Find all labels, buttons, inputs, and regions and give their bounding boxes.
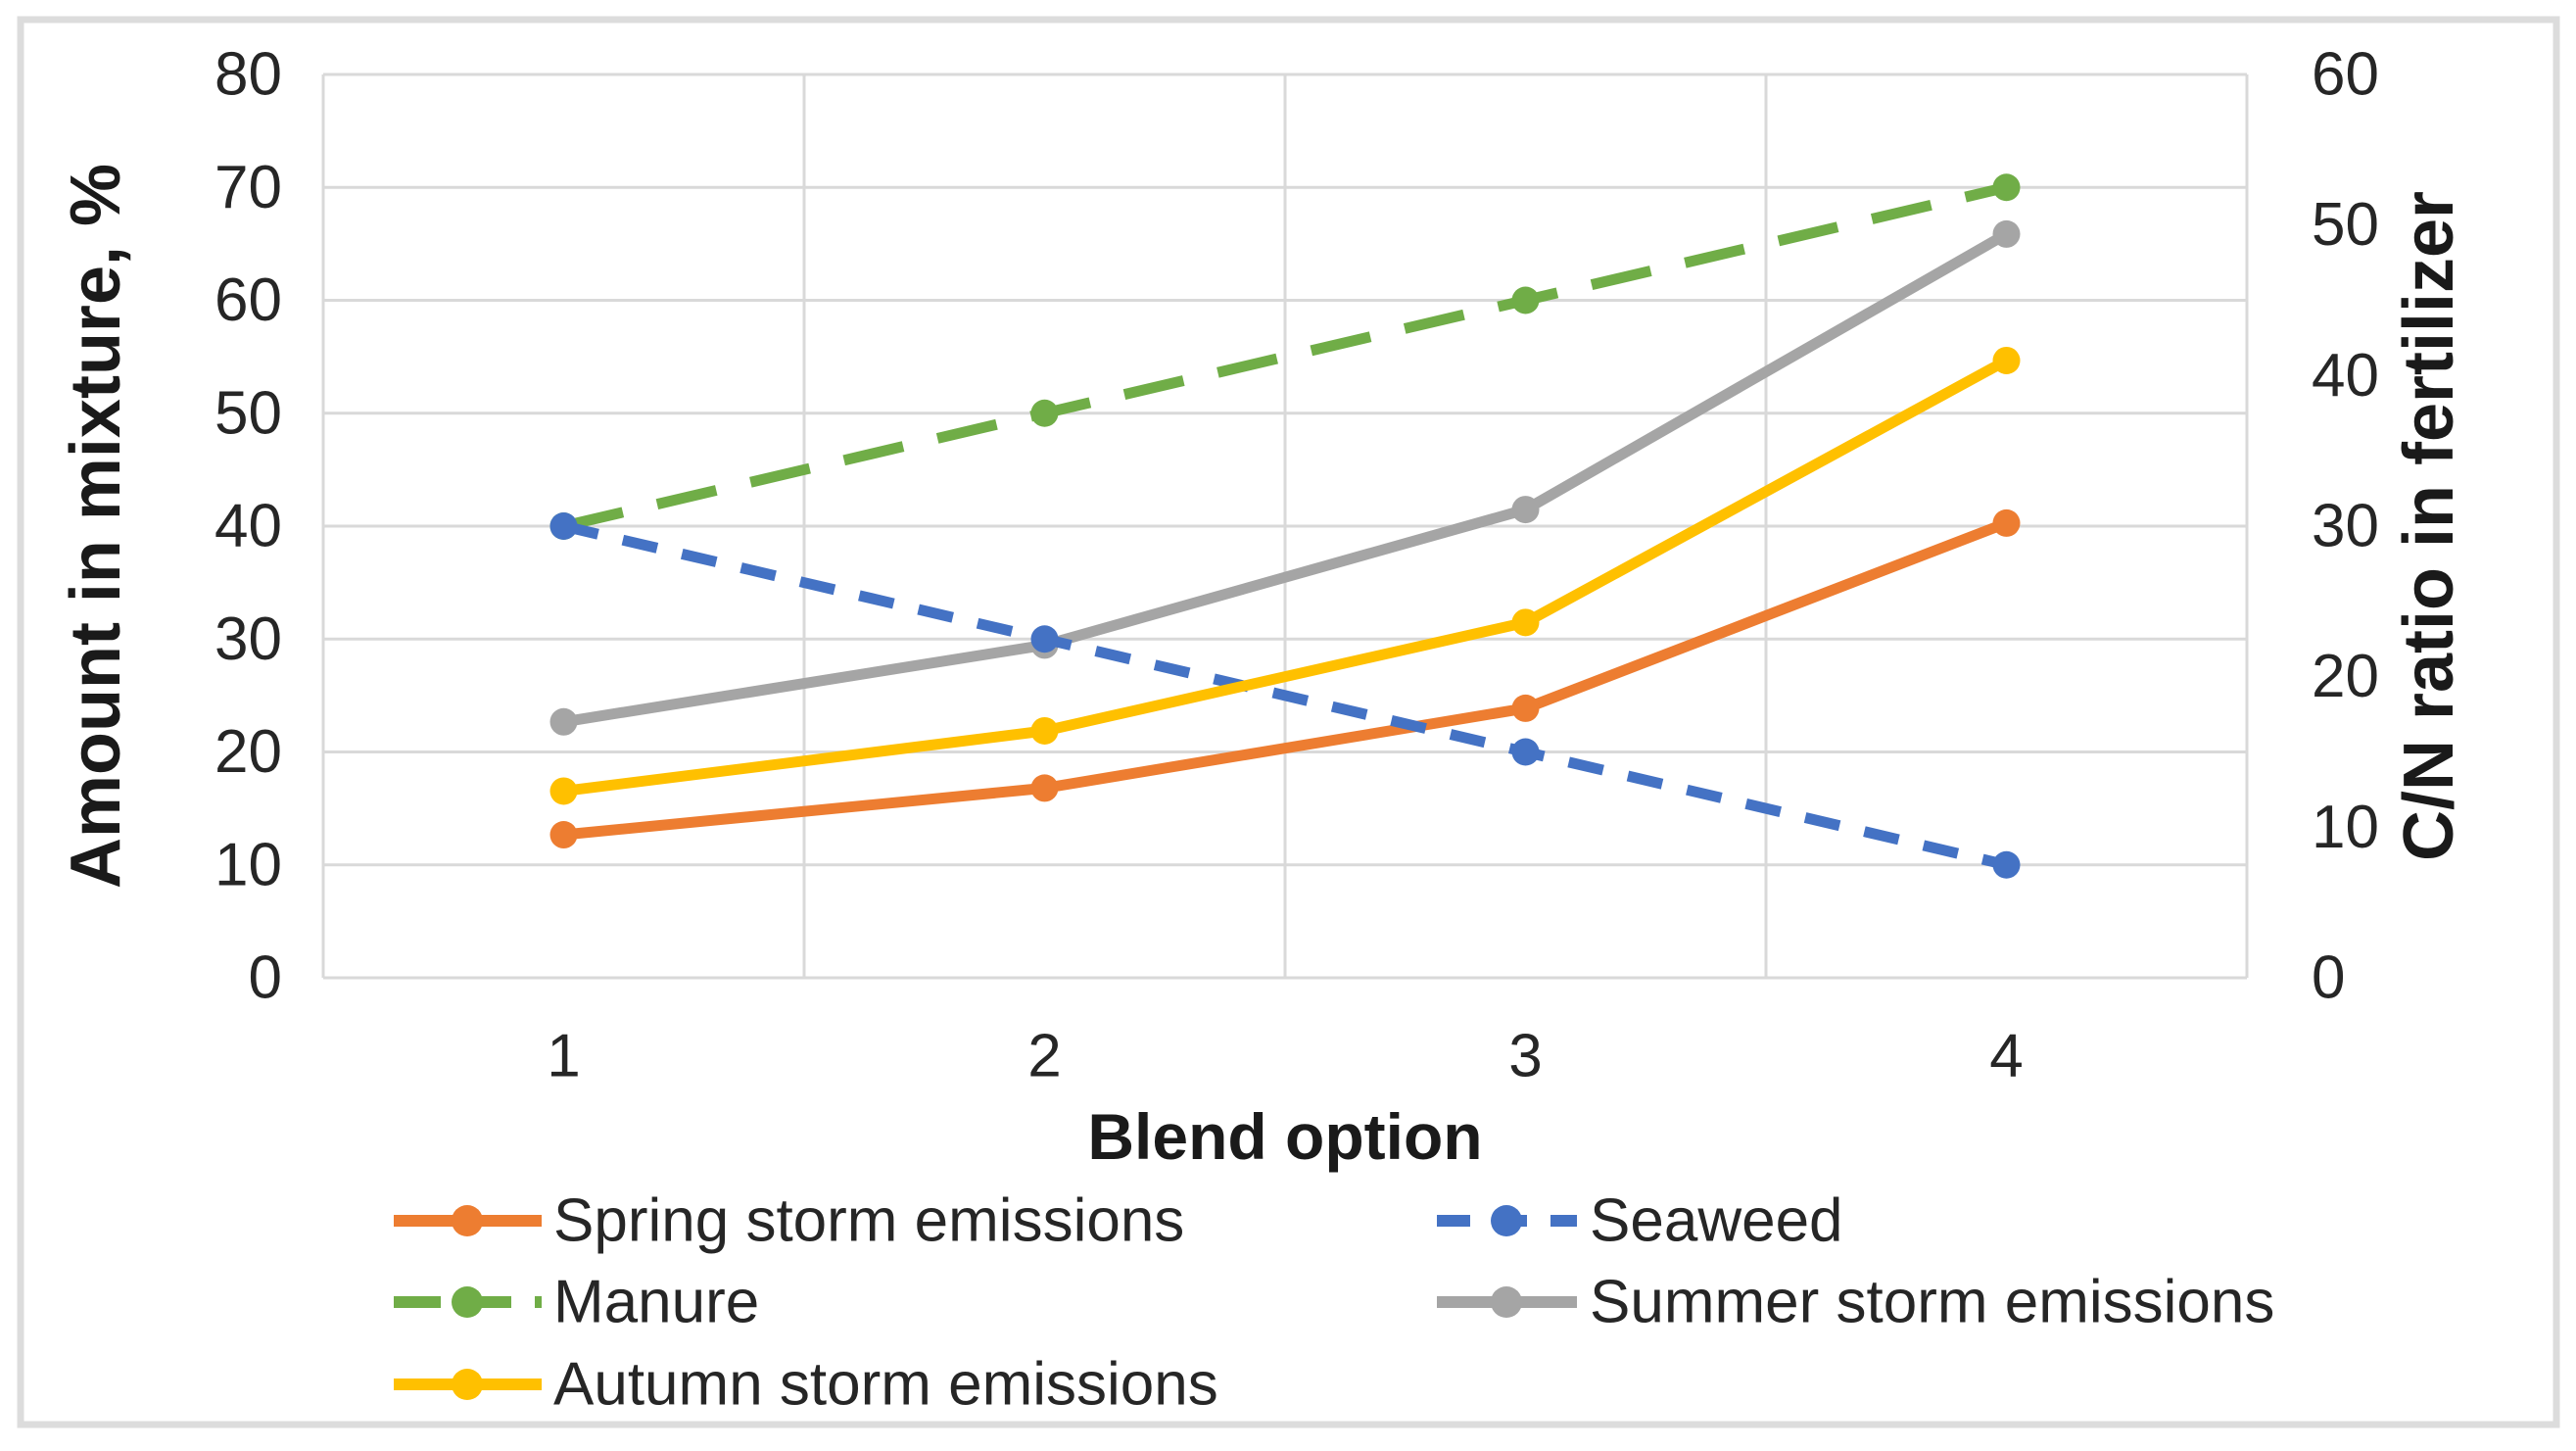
data-point-autumn-storm-emissions-4 bbox=[1992, 346, 2021, 374]
data-point-autumn-storm-emissions-1 bbox=[549, 777, 578, 805]
data-point-summer-storm-emissions-3 bbox=[1511, 496, 1540, 524]
legend-swatch-marker-autumn-storm-emissions bbox=[452, 1369, 483, 1400]
data-point-seaweed-1 bbox=[549, 512, 578, 540]
series-spring-storm-emissions bbox=[549, 508, 2021, 849]
tick-label-right-40: 40 bbox=[2312, 342, 2379, 410]
data-point-spring-storm-emissions-2 bbox=[1030, 774, 1059, 802]
data-point-spring-storm-emissions-4 bbox=[1992, 508, 2021, 537]
legend-item-summer-storm-emissions: Summer storm emissions bbox=[1437, 1269, 2274, 1336]
data-point-seaweed-4 bbox=[1992, 850, 2021, 879]
legend-label-seaweed: Seaweed bbox=[1590, 1187, 1843, 1255]
tick-label-left-50: 50 bbox=[215, 379, 282, 447]
data-point-summer-storm-emissions-4 bbox=[1992, 219, 2021, 248]
tick-label-right-10: 10 bbox=[2312, 794, 2379, 861]
x-category-label-3: 3 bbox=[1508, 1023, 1542, 1090]
data-point-manure-4 bbox=[1992, 173, 2021, 202]
chart-generated-layer: 80 70 60 50 40 30 20 10 0 60 50 40 30 20 10 0 1 2 3 4 Spring… bbox=[17, 16, 2560, 1428]
tick-label-left-70: 70 bbox=[215, 154, 282, 221]
tick-label-left-0: 0 bbox=[249, 944, 282, 1012]
tick-label-left-10: 10 bbox=[215, 831, 282, 898]
legend-label-autumn-storm-emissions: Autumn storm emissions bbox=[553, 1351, 1218, 1419]
legend-swatch-marker-spring-storm-emissions bbox=[452, 1205, 483, 1236]
legend-label-spring-storm-emissions: Spring storm emissions bbox=[553, 1187, 1184, 1255]
x-category-label-1: 1 bbox=[547, 1023, 580, 1090]
series-line-manure bbox=[562, 181, 2008, 532]
data-point-summer-storm-emissions-1 bbox=[549, 707, 578, 736]
series-line-spring-storm-emissions bbox=[562, 517, 2009, 841]
series-autumn-storm-emissions bbox=[549, 346, 2021, 805]
tick-label-left-40: 40 bbox=[215, 493, 282, 560]
series-line-autumn-storm-emissions bbox=[562, 356, 2010, 797]
series-line-summer-storm-emissions bbox=[562, 229, 2010, 728]
series-seaweed bbox=[549, 512, 2021, 879]
tick-label-right-60: 60 bbox=[2312, 41, 2379, 109]
screenshot-frame bbox=[17, 16, 2560, 1428]
tick-label-left-30: 30 bbox=[215, 605, 282, 673]
legend-item-seaweed: Seaweed bbox=[1437, 1187, 1843, 1255]
legend-label-manure: Manure bbox=[553, 1269, 759, 1336]
x-category-label-4: 4 bbox=[1989, 1023, 2023, 1090]
legend-swatch-marker-summer-storm-emissions bbox=[1491, 1286, 1522, 1318]
tick-label-left-20: 20 bbox=[215, 718, 282, 786]
legend-label-summer-storm-emissions: Summer storm emissions bbox=[1590, 1269, 2274, 1336]
data-point-autumn-storm-emissions-3 bbox=[1511, 608, 1540, 637]
data-point-manure-3 bbox=[1511, 286, 1540, 314]
data-point-seaweed-3 bbox=[1511, 738, 1540, 766]
data-point-seaweed-2 bbox=[1030, 625, 1059, 653]
series-line-seaweed bbox=[562, 520, 2008, 871]
left-axis-title: Amount in mixture, % bbox=[57, 164, 135, 889]
data-point-manure-2 bbox=[1030, 399, 1059, 427]
legend-item-manure: Manure bbox=[394, 1269, 759, 1336]
legend-swatch-marker-manure bbox=[452, 1286, 483, 1318]
tick-label-right-50: 50 bbox=[2312, 191, 2379, 259]
legend-item-autumn-storm-emissions: Autumn storm emissions bbox=[394, 1351, 1218, 1419]
data-point-spring-storm-emissions-1 bbox=[549, 821, 578, 849]
x-category-label-2: 2 bbox=[1027, 1023, 1061, 1090]
tick-label-right-20: 20 bbox=[2312, 643, 2379, 710]
tick-label-left-80: 80 bbox=[215, 41, 282, 109]
data-point-autumn-storm-emissions-2 bbox=[1030, 716, 1059, 745]
tick-label-right-30: 30 bbox=[2312, 493, 2379, 560]
right-axis-title: C/N ratio in fertilizer bbox=[2390, 191, 2468, 861]
tick-label-right-0: 0 bbox=[2312, 944, 2345, 1012]
legend-swatch-marker-seaweed bbox=[1491, 1205, 1522, 1236]
tick-label-left-60: 60 bbox=[215, 266, 282, 334]
x-axis-title: Blend option bbox=[1087, 1100, 1482, 1173]
data-point-spring-storm-emissions-3 bbox=[1511, 694, 1540, 722]
legend-item-spring-storm-emissions: Spring storm emissions bbox=[394, 1187, 1184, 1255]
